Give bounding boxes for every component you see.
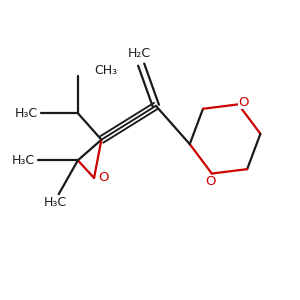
Text: H₂C: H₂C (128, 47, 151, 60)
Text: H₃C: H₃C (44, 196, 67, 209)
Text: CH₃: CH₃ (94, 64, 117, 77)
Text: O: O (98, 172, 109, 184)
Text: O: O (205, 175, 216, 188)
Text: H₃C: H₃C (14, 107, 38, 120)
Text: H₃C: H₃C (11, 154, 35, 167)
Text: O: O (238, 95, 249, 109)
